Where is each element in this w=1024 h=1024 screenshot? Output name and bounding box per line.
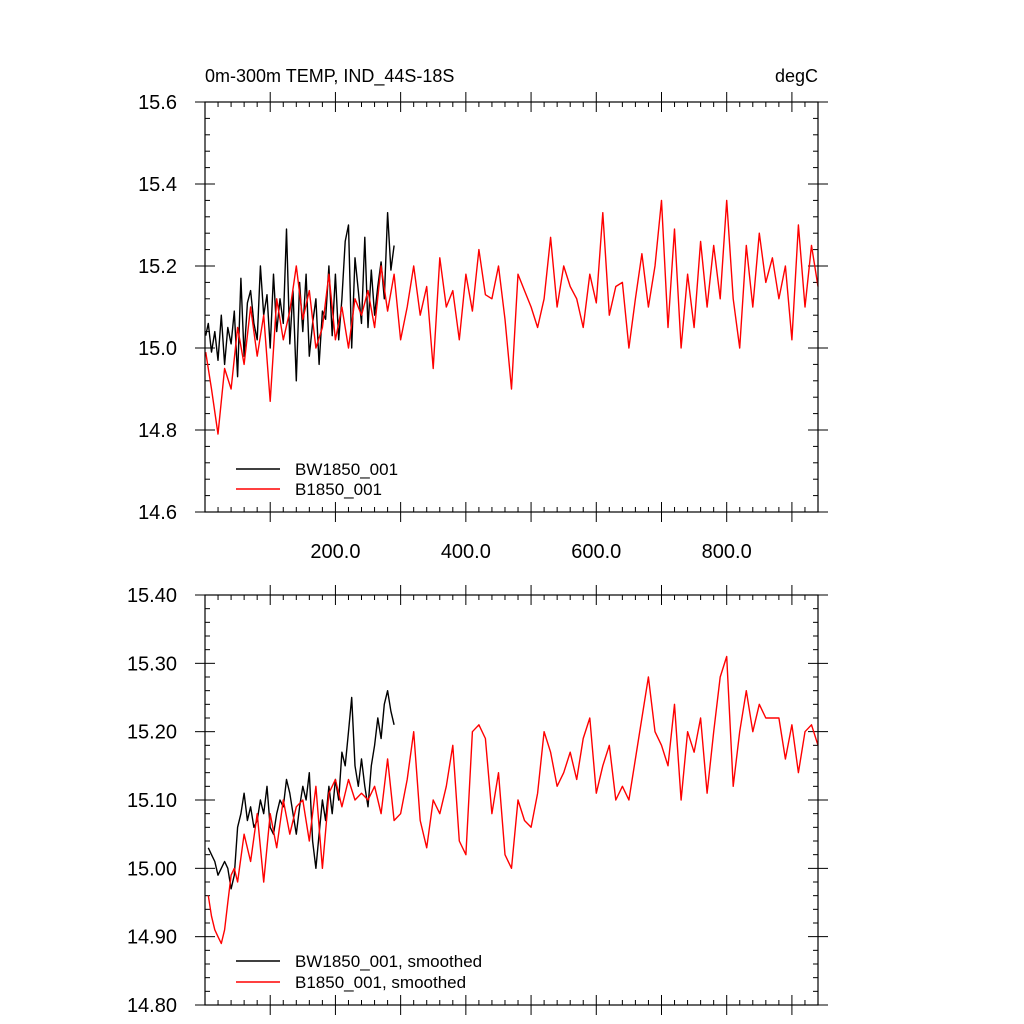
bottom-ytick-label: 15.10 — [127, 790, 177, 812]
bottom-ytick-label: 14.90 — [127, 927, 177, 949]
top-ytick-label: 15.0 — [138, 338, 177, 360]
top-xtick-label: 800.0 — [702, 541, 752, 563]
legend-label-b1850-smoothed: B1850_001, smoothed — [295, 973, 466, 992]
panel-top: 0m-300m TEMP, IND_44S-18S degC 14.614.81… — [138, 66, 828, 563]
top-ytick-label: 14.6 — [138, 502, 177, 524]
top-ytick-label: 14.8 — [138, 420, 177, 442]
bottom-series-b1850-line — [207, 655, 819, 945]
top-series-b1850-line — [205, 199, 819, 435]
top-series-bw1850-line — [205, 211, 395, 382]
bottom-ytick-label: 15.40 — [127, 585, 177, 607]
bottom-axis-ticks: 14.80 14.90 15.00 15.10 15.20 15.30 15.40 — [127, 585, 828, 1017]
legend-label-b1850: B1850_001 — [295, 480, 382, 499]
bottom-plot-frame — [204, 594, 819, 1006]
top-ytick-label: 15.2 — [138, 256, 177, 278]
bottom-ytick-label: 14.80 — [127, 995, 177, 1017]
legend-label-bw1850: BW1850_001 — [295, 460, 398, 479]
legend-label-bw1850-smoothed: BW1850_001, smoothed — [295, 952, 482, 971]
top-xtick-label: 400.0 — [441, 541, 491, 563]
chart-title: 0m-300m TEMP, IND_44S-18S — [205, 66, 454, 87]
bottom-legend: BW1850_001, smoothed B1850_001, smoothed — [236, 952, 482, 992]
top-xtick-label: 600.0 — [571, 541, 621, 563]
bottom-ytick-label: 15.20 — [127, 722, 177, 744]
top-ytick-label: 15.6 — [138, 92, 177, 114]
top-ytick-label: 15.4 — [138, 174, 177, 196]
top-legend: BW1850_001 B1850_001 — [236, 460, 398, 499]
top-axis-ticks: 14.6 14.8 15.0 15.2 15.4 15.6 200.0 400.0 600.0 8… — [138, 92, 828, 563]
top-series-lines — [205, 199, 819, 435]
bottom-series-lines — [207, 655, 819, 945]
panel-bottom: 14.80 14.90 15.00 15.10 15.20 15.30 15.40 BW18… — [127, 585, 828, 1017]
bottom-ytick-label: 15.00 — [127, 858, 177, 880]
top-xtick-label: 200.0 — [310, 541, 360, 563]
bottom-ytick-label: 15.30 — [127, 653, 177, 675]
top-plot-frame — [204, 101, 819, 513]
bottom-series-bw1850-line — [207, 690, 395, 890]
chart-units: degC — [775, 66, 818, 86]
